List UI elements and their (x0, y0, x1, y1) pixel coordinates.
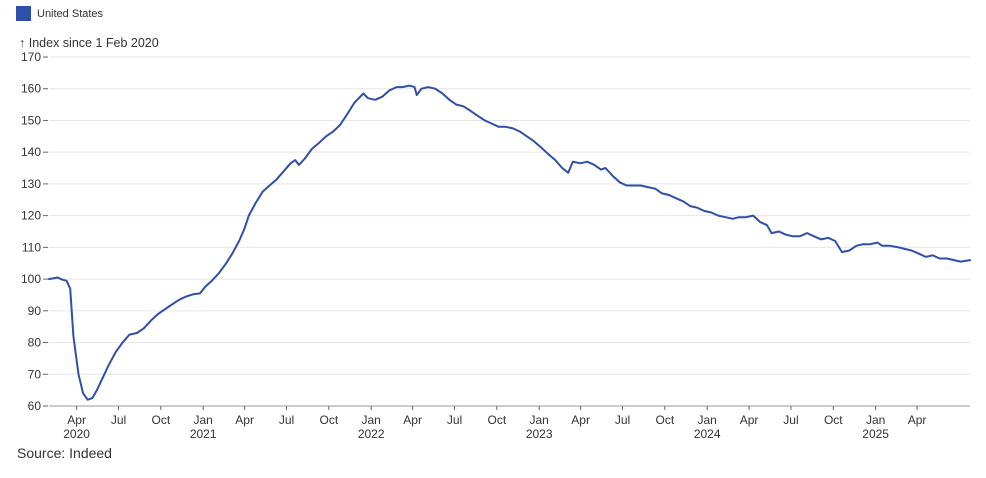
y-tick-label-60: 60 (28, 399, 42, 413)
x-tick-label-0: Apr (67, 413, 86, 427)
x-tick-label-18: Oct (824, 413, 843, 427)
series-line-united-states (48, 84, 971, 401)
x-tick-label-9: Jul (447, 413, 462, 427)
x-tick-label-13: Jul (615, 413, 630, 427)
y-tick-label-150: 150 (21, 113, 41, 127)
x-tick-label-14: Oct (656, 413, 675, 427)
y-tick-label-100: 100 (21, 272, 41, 286)
x-tick-label-12: Apr (571, 413, 590, 427)
y-axis-ticks: 60 70 80 90 100 110 120 130 140 150 160 170 (21, 50, 48, 413)
y-axis-arrow: ↑ (19, 36, 26, 50)
x-tick-year-2020: 2020 (63, 427, 90, 441)
y-tick-label-160: 160 (21, 82, 41, 96)
legend: United States (16, 6, 103, 21)
x-tick-label-5: Jul (279, 413, 294, 427)
legend-swatch (16, 6, 31, 21)
y-tick-label-130: 130 (21, 177, 41, 191)
series-group (48, 84, 971, 401)
x-tick-label-3: Jan (194, 413, 213, 427)
y-tick-label-70: 70 (28, 367, 42, 381)
x-tick-label-8: Apr (403, 413, 422, 427)
x-tick-label-6: Oct (320, 413, 339, 427)
x-tick-label-4: Apr (235, 413, 254, 427)
y-tick-label-140: 140 (21, 145, 41, 159)
x-tick-label-10: Oct (488, 413, 507, 427)
x-tick-label-1: Jul (111, 413, 126, 427)
x-tick-label-15: Jan (698, 413, 717, 427)
y-tick-label-110: 110 (22, 240, 41, 254)
x-tick-label-7: Jan (362, 413, 381, 427)
x-tick-label-2: Oct (152, 413, 171, 427)
y-tick-label-90: 90 (28, 304, 42, 318)
y-axis-title: ↑ Index since 1 Feb 2020 (19, 36, 159, 50)
x-tick-label-16: Apr (740, 413, 759, 427)
source-note: Source: Indeed (17, 445, 112, 461)
x-tick-label-17: Jul (783, 413, 798, 427)
x-tick-year-2022: 2022 (358, 427, 385, 441)
x-tick-year-2025: 2025 (862, 427, 889, 441)
y-tick-label-80: 80 (28, 336, 42, 350)
legend-label: United States (37, 7, 104, 20)
x-tick-year-2023: 2023 (526, 427, 553, 441)
y-tick-label-170: 170 (21, 50, 41, 64)
x-tick-label-19: Jan (866, 413, 885, 427)
x-tick-year-2024: 2024 (694, 427, 721, 441)
y-axis-label: Index since 1 Feb 2020 (28, 36, 159, 50)
x-tick-label-11: Jan (530, 413, 549, 427)
y-tick-label-120: 120 (21, 209, 41, 223)
x-tick-year-2021: 2021 (190, 427, 217, 441)
grid-lines (49, 56, 970, 407)
x-tick-label-20: Apr (908, 413, 927, 427)
